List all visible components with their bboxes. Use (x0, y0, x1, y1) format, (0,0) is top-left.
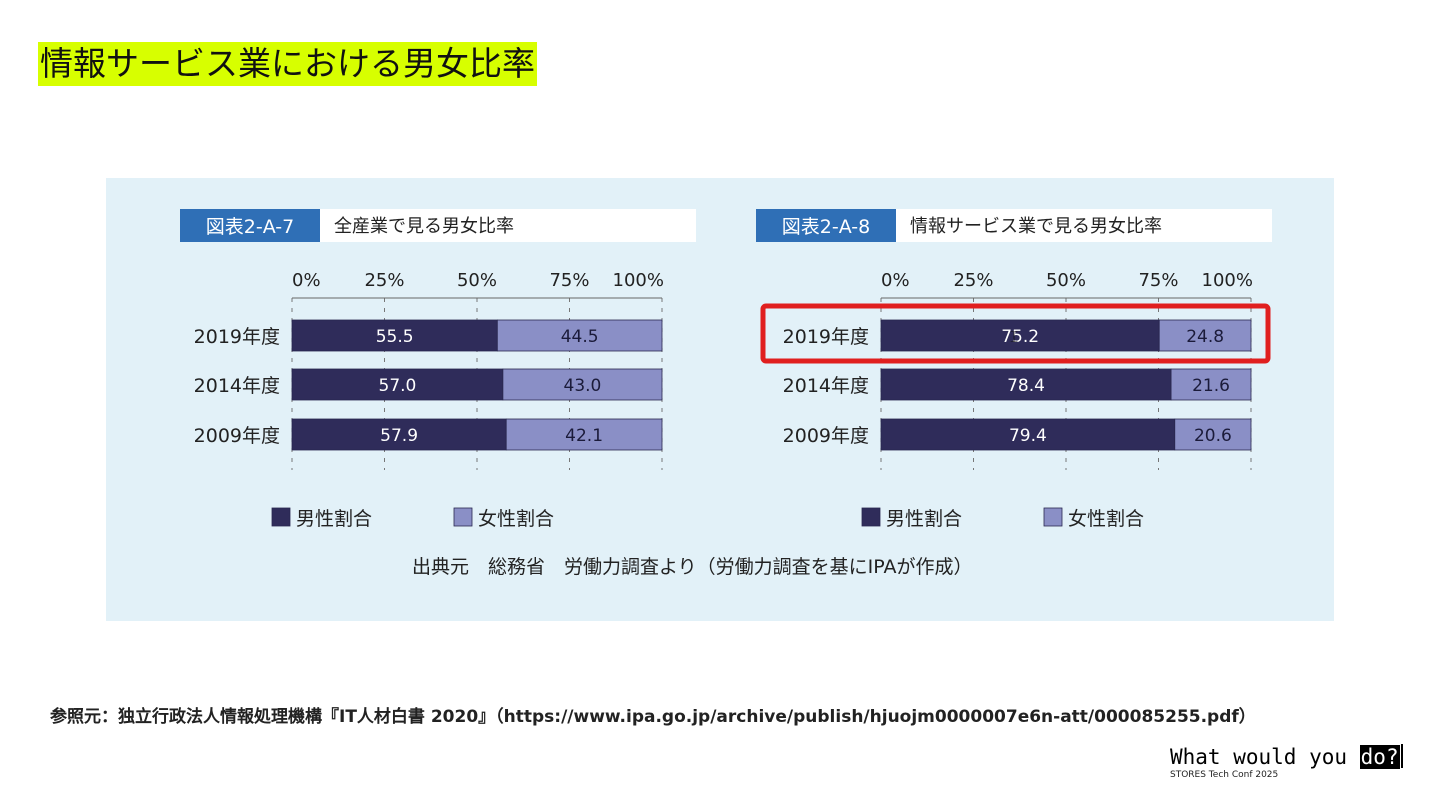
chart1-male-bar (291, 368, 504, 401)
chart2-legend-label: 女性割合 (1068, 508, 1144, 530)
figure-panel: 図表2-A-7 全産業で見る男女比率 0% 25% 50% 75% 100% 2019年度 55… (106, 178, 1334, 621)
brand-logo: What would you do? STORES Tech Conf 2025 (1170, 742, 1420, 780)
chart2-category-label: 2019年度 (783, 326, 869, 348)
cursor-icon (1400, 744, 1403, 768)
chart2-tick-label: 0% (881, 270, 910, 291)
chart2-category-label: 2009年度 (783, 425, 869, 447)
chart2-female-bar (1158, 319, 1252, 352)
chart1-tick-label: 100% (613, 270, 664, 291)
brand-tagline-highlight: do? (1359, 745, 1400, 769)
chart2-value-label: 75.2 (1001, 327, 1039, 347)
text-cursor-icon: 𝙸 (1008, 327, 1019, 346)
chart1-title: 全産業で見る男女比率 (334, 216, 514, 237)
chart1-value-label: 44.5 (561, 327, 599, 347)
chart2-value-label: 20.6 (1194, 426, 1232, 446)
chart2-value-label: 24.8 (1186, 327, 1224, 347)
chart1-figure-tag (180, 209, 320, 242)
chart1-value-label: 55.5 (376, 327, 414, 347)
slide-title: 情報サービス業における男女比率 (38, 42, 537, 86)
chart1-legend-label: 女性割合 (478, 508, 554, 530)
charts-svg: 図表2-A-7 全産業で見る男女比率 0% 25% 50% 75% 100% 2019年度 55… (180, 209, 1272, 530)
chart1-tick-label: 50% (457, 270, 497, 291)
chart2-value-label: 21.6 (1192, 376, 1230, 396)
chart1-tick-label: 75% (549, 270, 589, 291)
chart2-female-bar (1174, 418, 1252, 451)
chart2-figure-tag (756, 209, 896, 242)
chart1-value-label: 57.9 (380, 426, 418, 446)
source-note: 出典元 総務省 労働力調査より（労働力調査を基にIPAが作成） (412, 556, 973, 578)
chart1-male-bar (291, 319, 498, 352)
chart1-male-bar (291, 418, 507, 451)
reference-citation: 参照元：独立行政法人情報処理機構『IT人材白書 2020』（https://ww… (50, 707, 1256, 727)
chart1-legend-swatch-male (271, 507, 291, 527)
chart1-value-label: 57.0 (379, 376, 417, 396)
chart1-legend-swatch-female (453, 507, 473, 527)
chart2-highlight-box (760, 303, 1271, 364)
chart2-legend-label: 男性割合 (886, 508, 962, 530)
chart2-legend-swatch-male (861, 507, 881, 527)
chart2-title: 情報サービス業で見る男女比率 (910, 216, 1162, 237)
chart2-female-bar (1170, 368, 1252, 401)
chart2-category-label: 2014年度 (783, 375, 869, 397)
chart1-category-label: 2009年度 (194, 425, 280, 447)
chart2-legend-swatch-female (1043, 507, 1063, 527)
brand-event: STORES Tech Conf 2025 (1170, 770, 1279, 780)
chart2-male-bar (880, 319, 1160, 352)
chart1-legend-label: 男性割合 (296, 508, 372, 530)
chart2-tick-label: 25% (953, 270, 993, 291)
brand-tagline-text: What would you (1170, 745, 1360, 769)
chart1-category-label: 2019年度 (194, 326, 280, 348)
chart1-figure-label: 図表2-A-7 (206, 216, 294, 238)
chart2-tick-label: 50% (1046, 270, 1086, 291)
chart2-tick-label: 75% (1138, 270, 1178, 291)
chart1-value-label: 42.1 (565, 426, 603, 446)
chart1-female-bar (496, 319, 663, 352)
chart1-value-label: 43.0 (564, 376, 602, 396)
brand-tagline: What would you do? (1170, 742, 1420, 772)
chart2-tick-label: 100% (1202, 270, 1253, 291)
chart1-female-bar (505, 418, 663, 451)
chart1-tick-label: 0% (292, 270, 321, 291)
chart2-value-label: 78.4 (1007, 376, 1045, 396)
chart2-value-label: 79.4 (1009, 426, 1047, 446)
chart1-category-label: 2014年度 (194, 375, 280, 397)
chart1-female-bar (502, 368, 663, 401)
chart1-tick-label: 25% (364, 270, 404, 291)
chart2-figure-label: 図表2-A-8 (782, 216, 870, 238)
chart2-male-bar (880, 368, 1172, 401)
